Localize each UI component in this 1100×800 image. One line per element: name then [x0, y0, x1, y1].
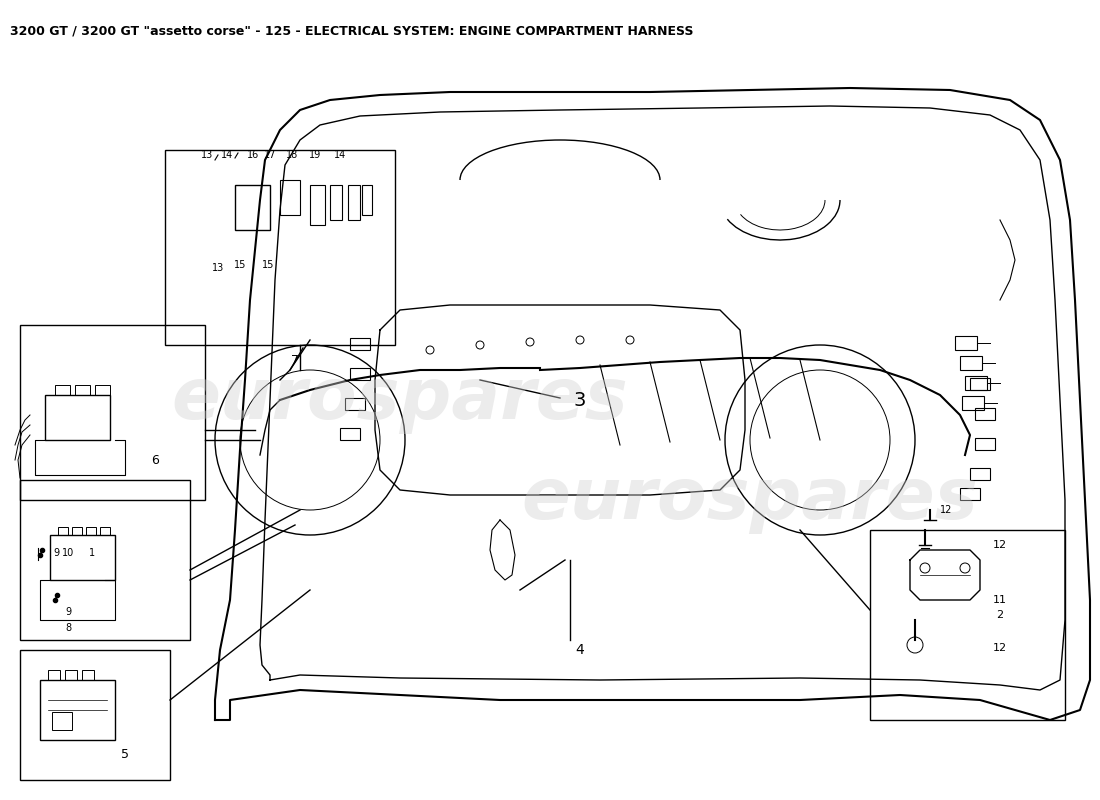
Text: 19: 19: [309, 150, 321, 160]
Text: 11: 11: [993, 595, 1007, 605]
Bar: [340, 428, 360, 440]
Text: 13: 13: [201, 150, 213, 160]
Bar: [350, 338, 370, 350]
Text: 9: 9: [65, 607, 72, 617]
Bar: [348, 185, 360, 220]
Text: 10: 10: [62, 548, 74, 558]
Bar: [65, 670, 77, 680]
Bar: [280, 180, 300, 215]
Text: 18: 18: [286, 150, 298, 160]
Text: 12: 12: [993, 643, 1008, 653]
Bar: [970, 378, 990, 390]
Text: 12: 12: [993, 540, 1008, 550]
Bar: [310, 185, 324, 225]
Bar: [58, 527, 68, 535]
Text: 7: 7: [292, 354, 299, 366]
Text: 3200 GT / 3200 GT "assetto corse" - 125 - ELECTRICAL SYSTEM: ENGINE COMPARTMENT : 3200 GT / 3200 GT "assetto corse" - 125 …: [10, 25, 693, 38]
Bar: [165, 150, 395, 345]
Bar: [975, 408, 996, 420]
Text: 15: 15: [234, 260, 246, 270]
Bar: [75, 385, 90, 395]
Bar: [40, 680, 116, 740]
Text: 14: 14: [334, 150, 346, 160]
Text: 6: 6: [151, 454, 158, 466]
Bar: [975, 438, 996, 450]
Bar: [50, 535, 116, 580]
Bar: [345, 398, 365, 410]
Bar: [82, 670, 94, 680]
Bar: [962, 396, 984, 410]
Text: 13: 13: [212, 263, 224, 273]
Text: eurospares: eurospares: [172, 366, 628, 434]
Bar: [52, 712, 72, 730]
Bar: [965, 376, 987, 390]
Bar: [330, 185, 342, 220]
Bar: [960, 488, 980, 500]
Text: 2: 2: [997, 610, 1003, 620]
Text: 17: 17: [264, 150, 276, 160]
Bar: [86, 527, 96, 535]
Bar: [20, 325, 205, 500]
Bar: [870, 530, 1065, 720]
Text: 12: 12: [940, 505, 953, 515]
Bar: [20, 650, 170, 780]
Bar: [48, 670, 60, 680]
Text: 4: 4: [575, 643, 584, 657]
Bar: [960, 356, 982, 370]
Bar: [350, 368, 370, 380]
Text: 15: 15: [262, 260, 274, 270]
Text: 16: 16: [246, 150, 260, 160]
Bar: [955, 336, 977, 350]
Bar: [45, 395, 110, 440]
Text: eurospares: eurospares: [521, 466, 978, 534]
Text: 8: 8: [65, 623, 72, 633]
Text: 9: 9: [54, 548, 60, 558]
Bar: [55, 385, 70, 395]
Text: 14: 14: [221, 150, 233, 160]
Bar: [100, 527, 110, 535]
Bar: [970, 468, 990, 480]
Text: 1: 1: [89, 548, 95, 558]
Bar: [362, 185, 372, 215]
Bar: [72, 527, 82, 535]
Text: 3: 3: [574, 390, 586, 410]
Text: 5: 5: [121, 749, 129, 762]
Bar: [95, 385, 110, 395]
Bar: [235, 185, 270, 230]
Bar: [20, 480, 190, 640]
